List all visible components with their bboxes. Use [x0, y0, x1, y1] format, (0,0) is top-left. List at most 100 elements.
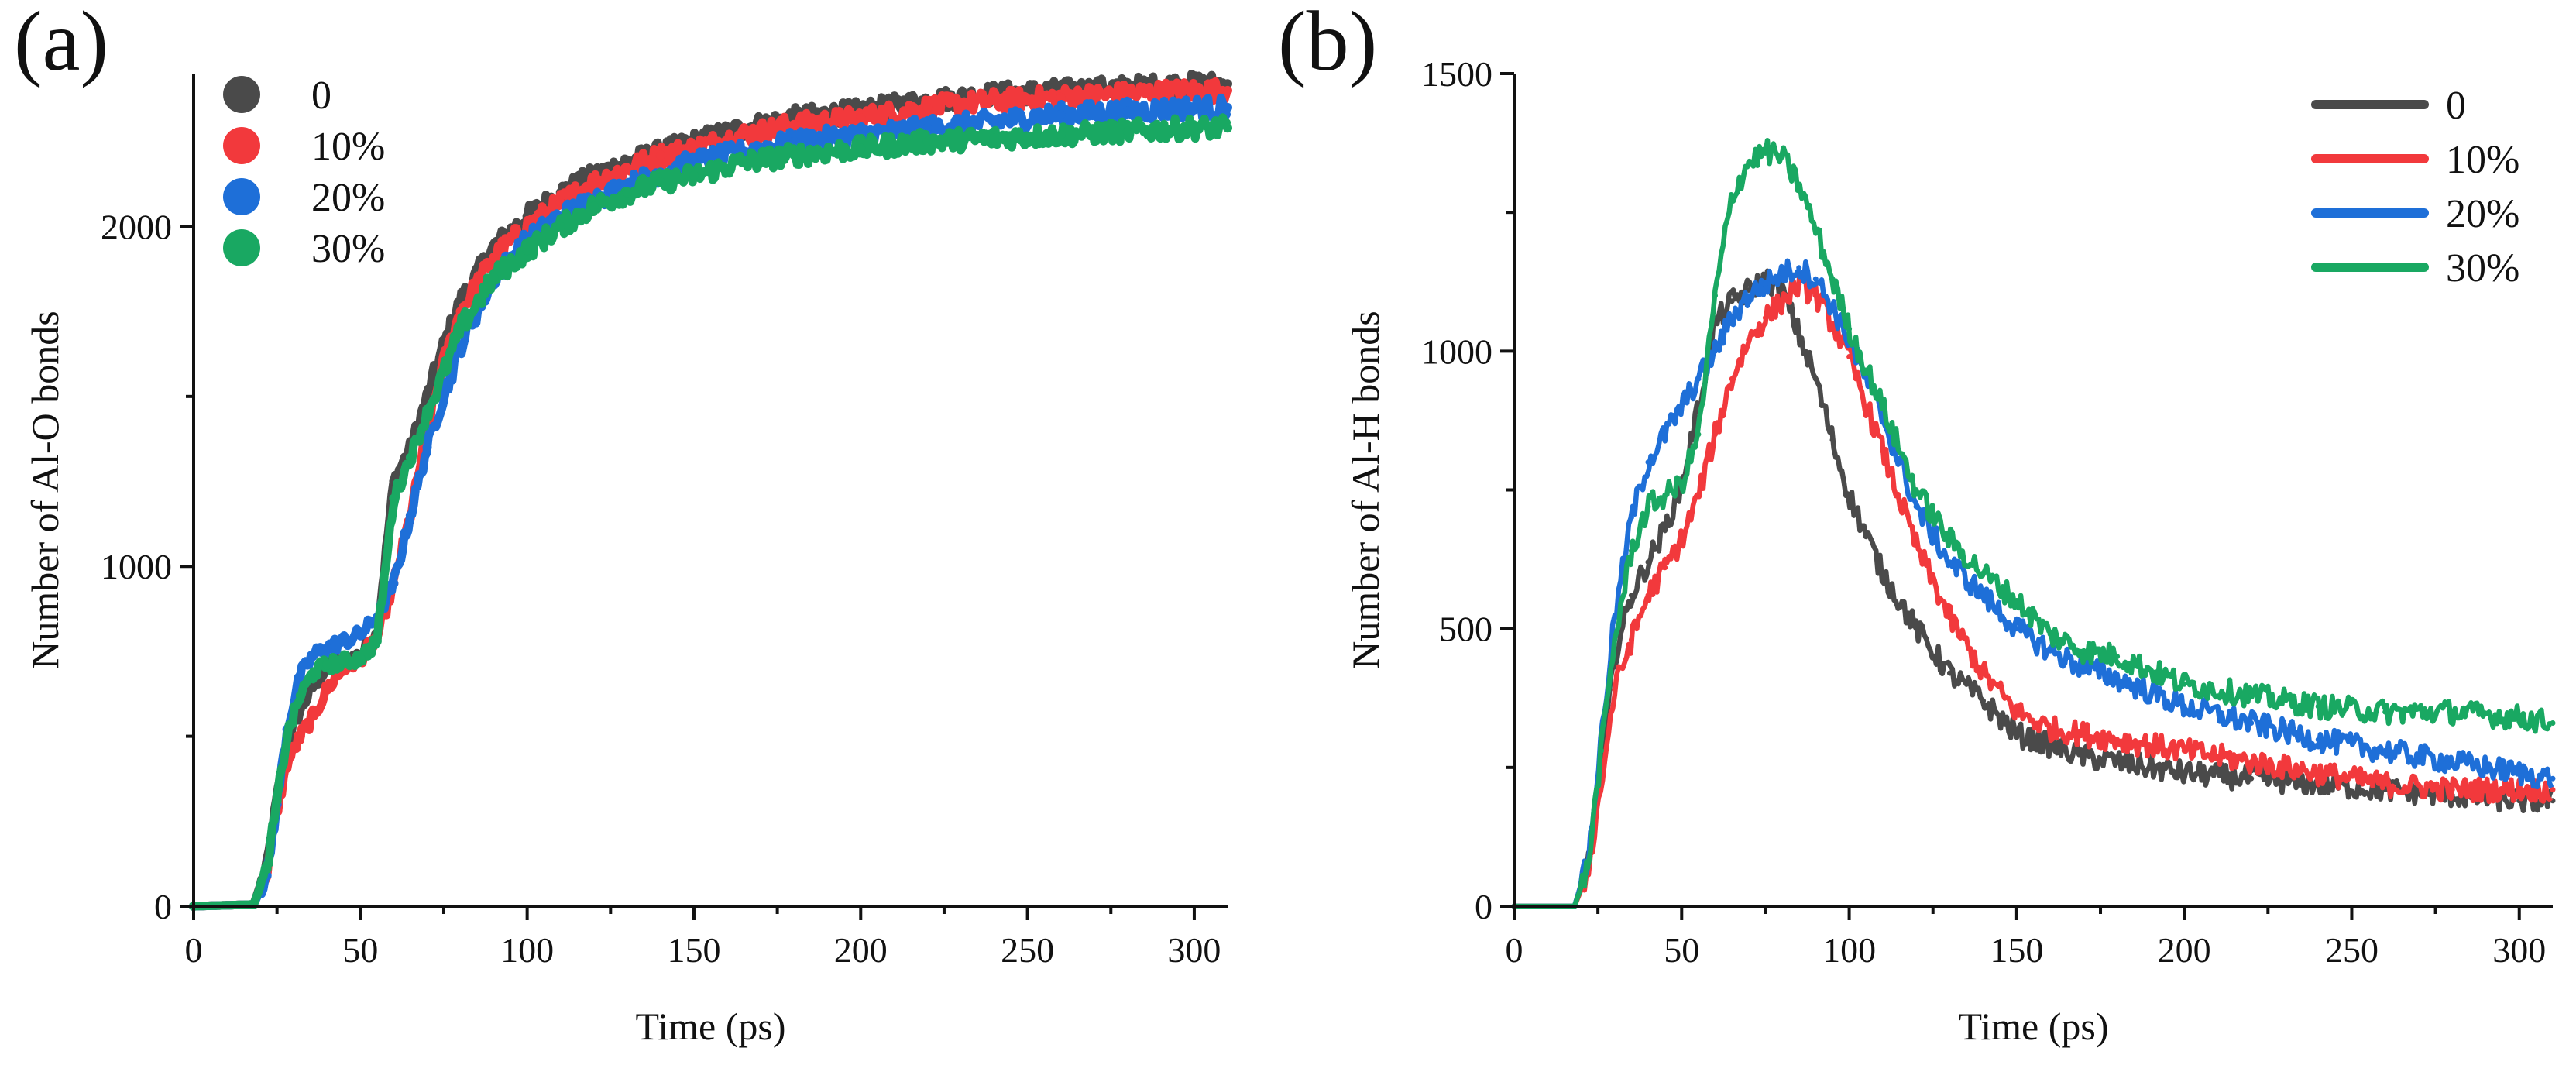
b-series-2-point: [2047, 648, 2053, 654]
b-series-2-point: [1980, 593, 1987, 599]
b-series-1-point: [2315, 770, 2321, 776]
b-x-tick-label: 50: [1664, 930, 1699, 970]
b-series-3-point: [1913, 487, 1919, 493]
a-series-3-point: [655, 177, 665, 187]
b-series-3-point: [1946, 537, 1953, 543]
a-series-3-point: [489, 273, 499, 283]
b-series-1-point: [1812, 293, 1819, 299]
b-series-0-point: [2080, 754, 2087, 759]
a-series-1-point: [922, 102, 933, 112]
b-series-3-point: [2550, 720, 2556, 726]
b-series-3-point: [1796, 181, 1802, 187]
b-legend-label: 10%: [2446, 138, 2519, 182]
a-series-1-point: [622, 163, 632, 173]
b-y-tick-label: 0: [1475, 887, 1492, 926]
b-series-2: [1511, 258, 2556, 909]
a-series-3-point: [389, 493, 399, 503]
b-series-2-point: [2449, 759, 2455, 765]
b-series-0-line: [1513, 268, 2554, 909]
a-x-tick-label: 200: [834, 930, 888, 970]
a-series-2-point: [389, 579, 399, 589]
b-series-0-point: [2047, 742, 2053, 748]
a-series-3-point: [262, 864, 272, 874]
b-series-2-point: [2114, 675, 2121, 682]
b-series-1-line: [1513, 272, 2554, 909]
b-legend: 0 10% 20% 30%: [2311, 84, 2519, 290]
a-series-3: [189, 113, 1232, 911]
b-series-2-point: [1746, 293, 1752, 299]
b-x-tick-label: 300: [2492, 930, 2546, 970]
b-series-0-point: [1662, 526, 1668, 532]
b-series-1-point: [1779, 298, 1785, 304]
a-series-3-point: [1189, 123, 1199, 133]
a-series-3-point: [295, 691, 305, 700]
b-series-2-point: [1779, 270, 1785, 277]
a-legend-marker: [223, 127, 260, 164]
b-series-3-point: [1662, 493, 1668, 499]
b-series-3-point: [1712, 293, 1718, 299]
b-series-0-point: [1628, 593, 1634, 599]
b-series-0-point: [1980, 698, 1987, 704]
b-series-1-point: [1846, 354, 1853, 359]
a-series-3-band: [189, 113, 1231, 911]
b-series-0-point: [2248, 775, 2255, 782]
a-x-tick-label: 300: [1167, 930, 1221, 970]
b-series-2-point: [1612, 614, 1618, 620]
a-series-3-point: [789, 150, 799, 160]
b-series-2-point: [1712, 348, 1718, 354]
a-x-tick-label: 0: [185, 930, 203, 970]
a-series-3-point: [1122, 126, 1132, 136]
a-series-2-point: [989, 116, 999, 126]
b-series-2-point: [1812, 276, 1819, 282]
a-series-3-point: [739, 157, 749, 167]
a-x-axis-title: Time (ps): [635, 1005, 785, 1048]
b-series-1-point: [1880, 448, 1886, 454]
b-series-1-point: [1796, 281, 1802, 287]
a-x-tick-label: 250: [1001, 930, 1054, 970]
b-x-tick-label: 250: [2325, 930, 2379, 970]
a-series-3-point: [922, 136, 933, 146]
b-legend-label: 0: [2446, 84, 2466, 128]
b-series-3-point: [1628, 548, 1634, 554]
a-series-1-point: [739, 130, 749, 139]
a-series-2-point: [1122, 106, 1132, 116]
a-series-1-point: [1189, 85, 1199, 95]
b-series-3-point: [1829, 276, 1836, 282]
b-series-2-point: [2516, 770, 2523, 776]
a-series-1-point: [322, 684, 332, 694]
a-legend-marker: [223, 76, 260, 113]
a-series-2-point: [1223, 102, 1232, 112]
b-series-2-line: [1513, 258, 2554, 909]
b-series-1-point: [1612, 687, 1618, 692]
b-series-1-point: [2516, 787, 2523, 792]
b-series-1-point: [1628, 637, 1634, 643]
a-series-3-point: [338, 657, 349, 667]
a-series-1-point: [1223, 85, 1232, 95]
a-series-3-point: [309, 667, 318, 677]
a-series-3-point: [1223, 123, 1232, 133]
b-series-2-point: [1729, 314, 1735, 321]
panel-b: (b) 0 50 100 150 200 250 300 0 500 1000 1500 Time (…: [1278, 0, 2556, 1048]
a-y-tick-label: 0: [154, 887, 172, 926]
b-series-2-point: [2382, 747, 2389, 754]
b-series-3-point: [2248, 692, 2255, 699]
b-series-2-point: [1829, 304, 1836, 310]
b-series-2-point: [1913, 503, 1919, 510]
b-x-tick-label: 200: [2158, 930, 2211, 970]
b-series-1-point: [1946, 614, 1953, 620]
b-series-0-point: [2114, 759, 2121, 765]
a-legend: 0 10% 20% 30%: [223, 74, 385, 271]
a-series-2-point: [309, 650, 318, 660]
b-series-3-point: [1678, 481, 1685, 487]
a-series-3-point: [422, 408, 432, 418]
a-series-1-point: [295, 731, 305, 741]
b-y-tick-label: 500: [1439, 610, 1492, 649]
a-y-tick-label: 2000: [101, 207, 172, 246]
b-series-3-point: [2315, 703, 2321, 709]
b-series-3-point: [2516, 714, 2523, 720]
b-series-3-point: [1779, 154, 1785, 160]
b-legend-label: 20%: [2446, 192, 2519, 236]
b-series-0-point: [1645, 559, 1651, 565]
b-series-0-point: [2014, 731, 2020, 737]
b-series-0-point: [1812, 376, 1819, 382]
